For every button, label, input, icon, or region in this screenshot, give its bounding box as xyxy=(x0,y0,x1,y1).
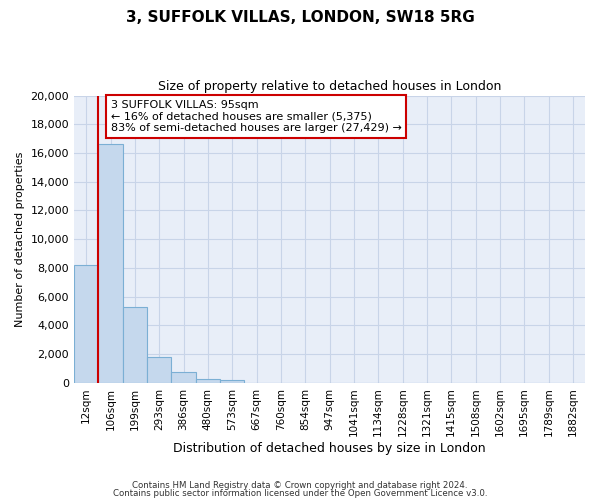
Bar xyxy=(172,372,196,383)
Text: 3, SUFFOLK VILLAS, LONDON, SW18 5RG: 3, SUFFOLK VILLAS, LONDON, SW18 5RG xyxy=(125,10,475,25)
Bar xyxy=(220,380,244,383)
Text: Contains HM Land Registry data © Crown copyright and database right 2024.: Contains HM Land Registry data © Crown c… xyxy=(132,481,468,490)
Bar xyxy=(123,306,147,383)
Y-axis label: Number of detached properties: Number of detached properties xyxy=(15,152,25,327)
Bar xyxy=(98,144,123,383)
Title: Size of property relative to detached houses in London: Size of property relative to detached ho… xyxy=(158,80,501,93)
Bar xyxy=(74,265,98,383)
Text: 3 SUFFOLK VILLAS: 95sqm
← 16% of detached houses are smaller (5,375)
83% of semi: 3 SUFFOLK VILLAS: 95sqm ← 16% of detache… xyxy=(110,100,401,133)
Bar xyxy=(196,379,220,383)
X-axis label: Distribution of detached houses by size in London: Distribution of detached houses by size … xyxy=(173,442,486,455)
Text: Contains public sector information licensed under the Open Government Licence v3: Contains public sector information licen… xyxy=(113,488,487,498)
Bar xyxy=(147,357,172,383)
